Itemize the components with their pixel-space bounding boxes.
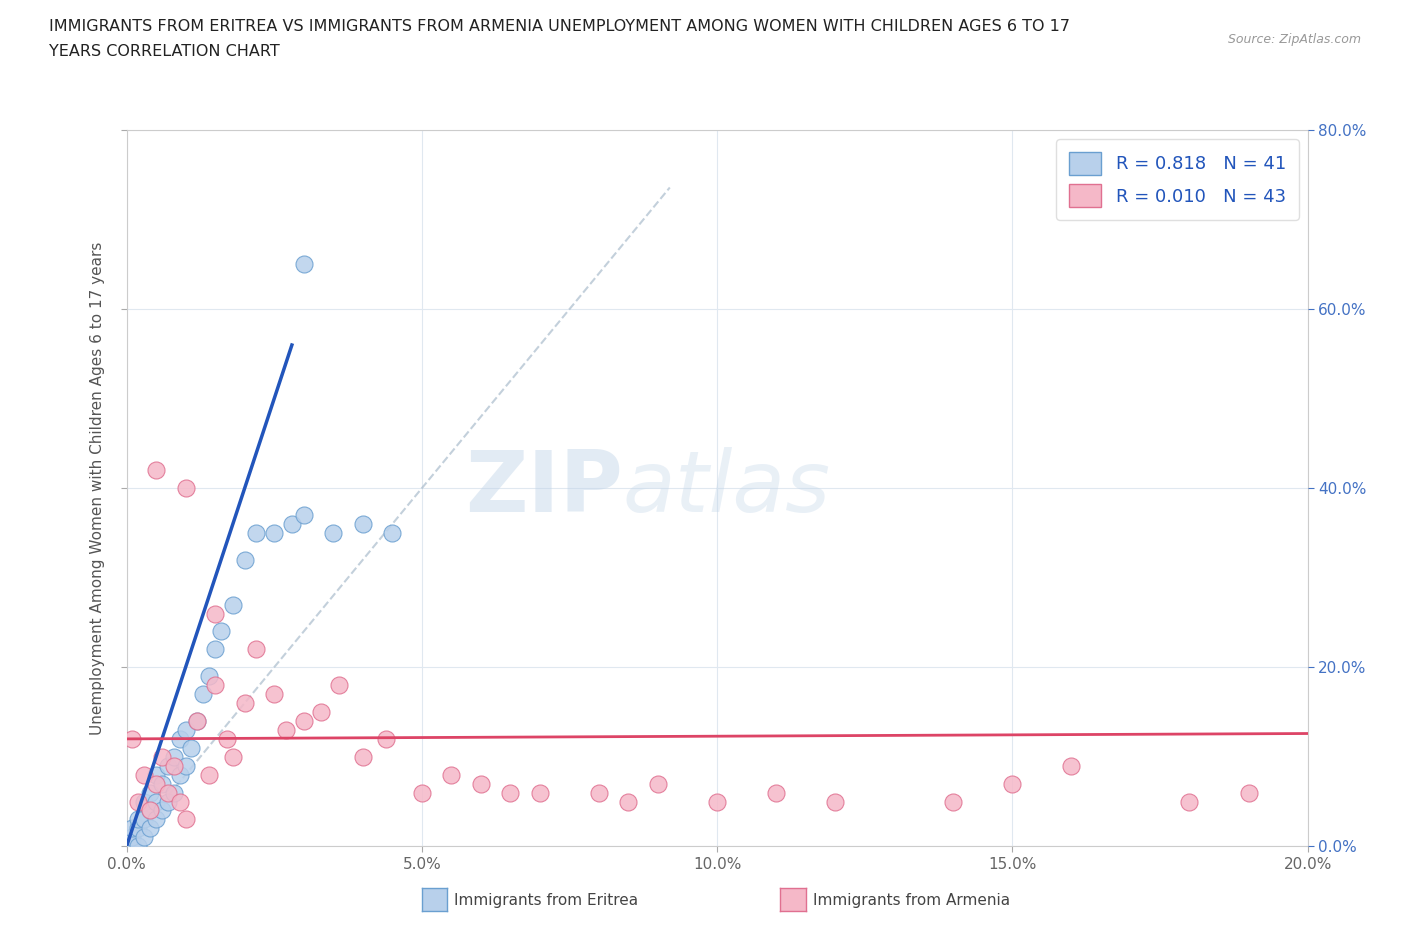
Point: [145, 463, 167, 478]
Point: [127, 839, 149, 854]
Point: [1060, 758, 1083, 773]
Point: [174, 723, 197, 737]
Point: [1001, 777, 1024, 791]
Point: [198, 767, 221, 782]
Point: [222, 597, 245, 612]
Point: [145, 777, 167, 791]
Text: IMMIGRANTS FROM ERITREA VS IMMIGRANTS FROM ARMENIA UNEMPLOYMENT AMONG WOMEN WITH: IMMIGRANTS FROM ERITREA VS IMMIGRANTS FR…: [49, 19, 1070, 33]
Point: [174, 758, 197, 773]
Point: [127, 821, 149, 836]
Point: [139, 821, 162, 836]
Point: [942, 794, 965, 809]
Point: [156, 758, 179, 773]
Point: [150, 750, 173, 764]
Point: [186, 713, 208, 728]
Point: [145, 794, 167, 809]
Point: [121, 830, 143, 844]
Point: [180, 740, 202, 755]
Point: [174, 481, 197, 496]
Point: [204, 678, 226, 693]
Point: [139, 804, 162, 818]
Point: [169, 794, 191, 809]
Point: [499, 785, 522, 800]
Text: atlas: atlas: [623, 446, 831, 530]
Point: [134, 794, 156, 809]
Point: [156, 785, 179, 800]
Point: [193, 686, 215, 701]
Point: [617, 794, 640, 809]
Point: [233, 552, 256, 567]
Point: [139, 804, 162, 818]
Point: [127, 812, 149, 827]
Point: [322, 525, 344, 540]
Point: [292, 713, 315, 728]
Point: [121, 732, 143, 747]
Point: [1237, 785, 1260, 800]
Point: [127, 794, 149, 809]
Point: [706, 794, 728, 809]
Point: [134, 830, 156, 844]
Legend: R = 0.818   N = 41, R = 0.010   N = 43: R = 0.818 N = 41, R = 0.010 N = 43: [1056, 140, 1299, 219]
Point: [163, 785, 186, 800]
Point: [824, 794, 846, 809]
Point: [470, 777, 492, 791]
Point: [204, 606, 226, 621]
Point: [274, 723, 297, 737]
Text: ZIP: ZIP: [465, 446, 623, 530]
Point: [156, 794, 179, 809]
Point: [411, 785, 433, 800]
Text: Immigrants from Armenia: Immigrants from Armenia: [813, 893, 1010, 908]
Point: [222, 750, 245, 764]
Point: [121, 839, 143, 854]
Text: Immigrants from Eritrea: Immigrants from Eritrea: [454, 893, 638, 908]
Point: [765, 785, 787, 800]
Point: [198, 669, 221, 684]
Point: [150, 804, 173, 818]
Point: [529, 785, 551, 800]
Point: [233, 696, 256, 711]
Point: [145, 767, 167, 782]
Point: [352, 517, 374, 532]
Point: [169, 732, 191, 747]
Point: [245, 525, 267, 540]
Point: [588, 785, 610, 800]
Point: [145, 812, 167, 827]
Point: [647, 777, 669, 791]
Point: [174, 812, 197, 827]
Point: [245, 642, 267, 657]
Text: Source: ZipAtlas.com: Source: ZipAtlas.com: [1227, 33, 1361, 46]
Point: [352, 750, 374, 764]
Point: [169, 767, 191, 782]
Point: [311, 705, 333, 720]
Point: [204, 642, 226, 657]
Point: [292, 508, 315, 523]
Point: [134, 812, 156, 827]
Point: [121, 821, 143, 836]
Point: [215, 732, 238, 747]
Point: [440, 767, 463, 782]
Point: [292, 257, 315, 272]
Point: [163, 750, 186, 764]
Point: [375, 732, 398, 747]
Point: [150, 777, 173, 791]
Point: [381, 525, 404, 540]
Point: [163, 758, 186, 773]
Point: [1178, 794, 1201, 809]
Point: [186, 713, 208, 728]
Point: [263, 525, 285, 540]
Point: [209, 624, 232, 639]
Point: [263, 686, 285, 701]
Point: [139, 785, 162, 800]
Y-axis label: Unemployment Among Women with Children Ages 6 to 17 years: Unemployment Among Women with Children A…: [90, 242, 105, 735]
Point: [134, 767, 156, 782]
Point: [281, 517, 304, 532]
Text: YEARS CORRELATION CHART: YEARS CORRELATION CHART: [49, 44, 280, 59]
Point: [328, 678, 350, 693]
